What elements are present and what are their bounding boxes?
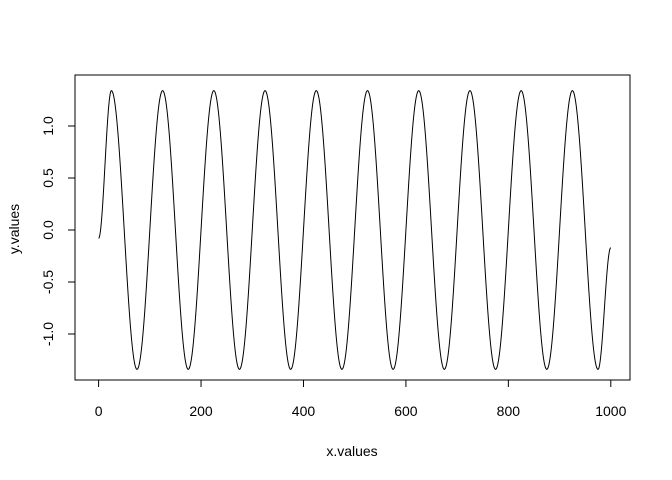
y-tick-label: 1.0 xyxy=(40,116,56,136)
x-tick-label: 800 xyxy=(497,403,521,419)
y-axis-label: y.values xyxy=(6,204,22,254)
series-layer xyxy=(98,90,612,370)
x-tick-label: 200 xyxy=(189,403,213,419)
y-tick-label: -0.5 xyxy=(40,270,56,294)
y-tick-label: 0.0 xyxy=(40,220,56,240)
x-tick-label: 1000 xyxy=(595,403,626,419)
series-line xyxy=(98,90,612,370)
y-tick-label: -1.0 xyxy=(40,322,56,346)
x-tick-label: 0 xyxy=(95,403,103,419)
x-axis-label: x.values xyxy=(326,443,377,459)
y-axis: -1.0 -0.5 0.0 0.5 1.0 xyxy=(40,116,76,346)
x-axis: 0 200 400 600 800 1000 xyxy=(95,379,627,419)
plot-box xyxy=(74,74,631,381)
x-tick-label: 600 xyxy=(394,403,418,419)
x-tick-label: 400 xyxy=(292,403,316,419)
y-tick-label: 0.5 xyxy=(40,168,56,188)
